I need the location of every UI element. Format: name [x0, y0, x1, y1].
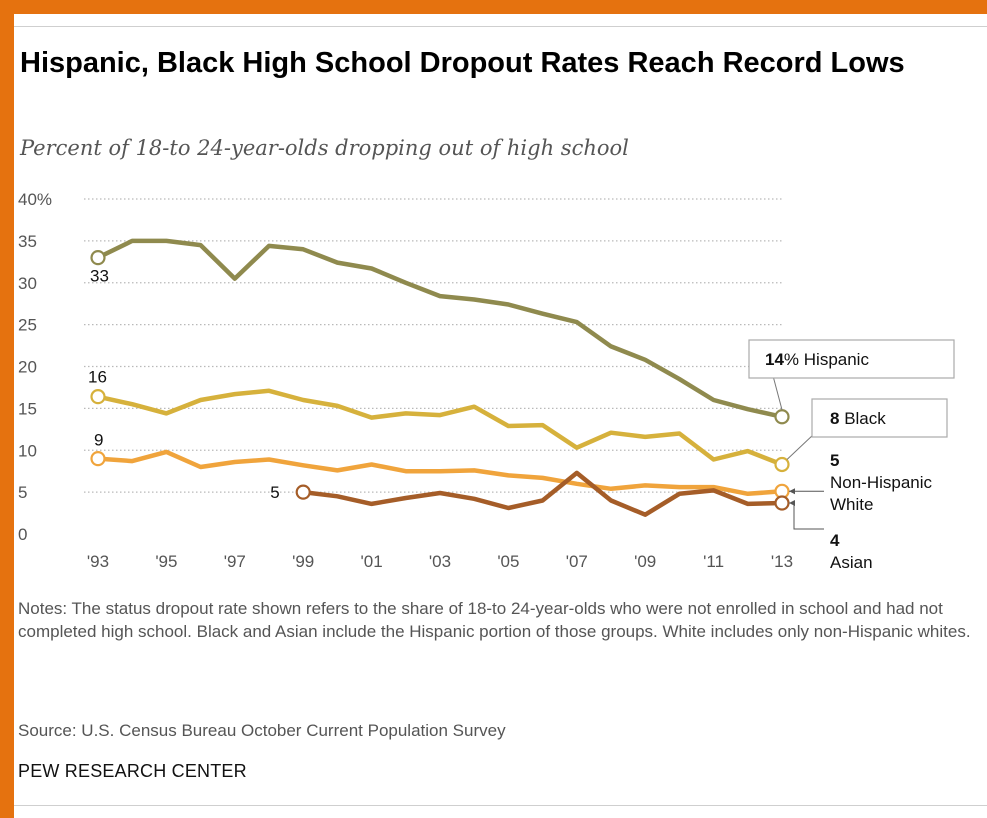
y-tick-label: 15: [18, 399, 37, 418]
chart-card: Hispanic, Black High School Dropout Rate…: [14, 14, 987, 818]
y-tick-label: 5: [18, 483, 27, 502]
chart-subtitle: Percent of 18-to 24-year-olds dropping o…: [20, 136, 629, 160]
x-tick-label: '93: [87, 552, 109, 571]
y-tick-label: 35: [18, 232, 37, 251]
start-label-white: 9: [94, 431, 103, 450]
series-marker-white: [90, 451, 106, 467]
series-line-hispanic: [95, 238, 785, 420]
x-tick-label: '03: [429, 552, 451, 571]
chart-source: Source: U.S. Census Bureau October Curre…: [18, 721, 506, 740]
x-tick-label: '07: [566, 552, 588, 571]
series-line-black: [95, 388, 785, 467]
bottom-divider: [14, 805, 987, 806]
end-label-white-line1: Non-Hispanic: [830, 473, 933, 492]
end-label-asian: Asian: [830, 553, 873, 572]
callout-leader-black: [786, 433, 815, 460]
publisher-brand: PEW RESEARCH CENTER: [18, 761, 247, 781]
end-label-hispanic: 14% Hispanic: [765, 350, 869, 369]
x-tick-label: '11: [703, 552, 724, 571]
end-label-white-line2: White: [830, 495, 873, 514]
end-value-asian: 4: [830, 531, 840, 550]
y-tick-label: 0: [18, 525, 27, 544]
y-tick-label: 30: [18, 274, 37, 293]
x-tick-label: '97: [224, 552, 246, 571]
series-marker-hispanic: [90, 250, 106, 266]
top-divider: [14, 26, 987, 27]
x-tick-label: '99: [292, 552, 314, 571]
x-tick-label: '95: [155, 552, 177, 571]
y-tick-label: 25: [18, 316, 37, 335]
x-tick-label: '05: [497, 552, 519, 571]
chart-title: Hispanic, Black High School Dropout Rate…: [20, 47, 905, 79]
x-tick-label: '13: [771, 552, 793, 571]
series-marker-black: [90, 389, 106, 405]
arrowhead-white: [789, 488, 795, 495]
series-line-white: [95, 449, 785, 497]
series-marker-black: [774, 456, 790, 473]
start-label-asian: 5: [270, 483, 279, 502]
start-label-hispanic: 33: [90, 267, 109, 286]
line-chart: 0 5 10 15 20 25 30 35 40% '93 '95 '97 '99 '01 '03 '05 '0…: [18, 190, 955, 572]
series-line-asian: [300, 470, 785, 517]
series-marker-hispanic: [774, 409, 790, 425]
series-marker-asian: [295, 484, 311, 500]
series-marker-asian: [774, 495, 790, 511]
y-tick-label: 20: [18, 358, 37, 377]
callout-box-black: [811, 398, 948, 438]
y-tick-label: 40%: [18, 190, 52, 209]
chart-notes: Notes: The status dropout rate shown ref…: [18, 599, 971, 641]
end-label-black: 8 Black: [830, 409, 886, 428]
end-value-white: 5: [830, 451, 839, 470]
callout-box-hispanic: [748, 339, 955, 379]
y-tick-label: 10: [18, 441, 37, 460]
x-tick-label: '09: [634, 552, 656, 571]
start-label-black: 16: [88, 368, 107, 387]
arrow-asian: [789, 502, 824, 530]
x-tick-label: '01: [361, 552, 383, 571]
arrowhead-asian: [789, 500, 795, 507]
